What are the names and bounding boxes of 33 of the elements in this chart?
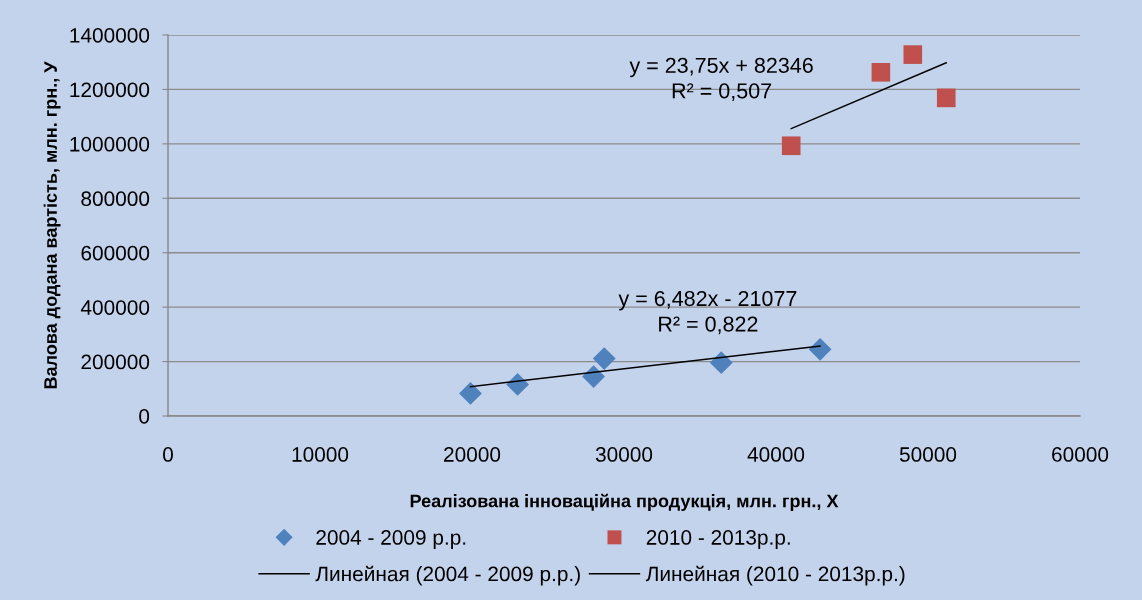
legend-label: Линейная (2004 - 2009 р.р.)	[315, 565, 580, 586]
point	[808, 337, 832, 361]
y-axis-title: Валова додана вартість, млн. грн., У	[43, 61, 61, 389]
x-tick-label: 20000	[444, 447, 501, 462]
x-axis-title: Реалізована інноваційна продукція, млн. грн., X	[410, 493, 839, 511]
y-tick-label: 1400000	[70, 28, 150, 43]
point	[592, 347, 616, 370]
x-tick-label: 40000	[747, 447, 805, 462]
point	[936, 88, 956, 108]
x-tick-label: 50000	[899, 447, 957, 462]
point	[871, 62, 891, 82]
legend-label: 2010 - 2013р.р.	[646, 530, 790, 549]
y-tick-label: 800000	[81, 191, 150, 207]
annotation: y = 23,75x + 82346 R² = 0,507	[629, 57, 813, 102]
legend-label: 2004 - 2009 р.р.	[316, 530, 466, 549]
y-tick-label: 0	[139, 409, 150, 424]
x-tick-label: 60000	[1052, 447, 1109, 462]
x-tick-label: 30000	[595, 447, 653, 462]
point	[903, 45, 923, 64]
y-tick-label: 1200000	[70, 82, 150, 98]
legend-label: Линейная (2010 - 2013р.р.)	[645, 565, 905, 586]
y-tick-label: 200000	[81, 354, 150, 370]
x-tick-label: 10000	[292, 447, 349, 462]
annotation: y = 6,482x - 21077 R² = 0,822	[618, 290, 797, 335]
point	[506, 373, 530, 396]
point	[709, 351, 733, 375]
y-tick-label: 1000000	[70, 136, 150, 152]
point	[781, 136, 801, 156]
y-tick-label: 400000	[80, 300, 150, 315]
x-tick-label: 0	[163, 447, 173, 462]
point	[582, 365, 606, 388]
point	[459, 382, 482, 405]
y-tick-label: 600000	[81, 245, 150, 261]
